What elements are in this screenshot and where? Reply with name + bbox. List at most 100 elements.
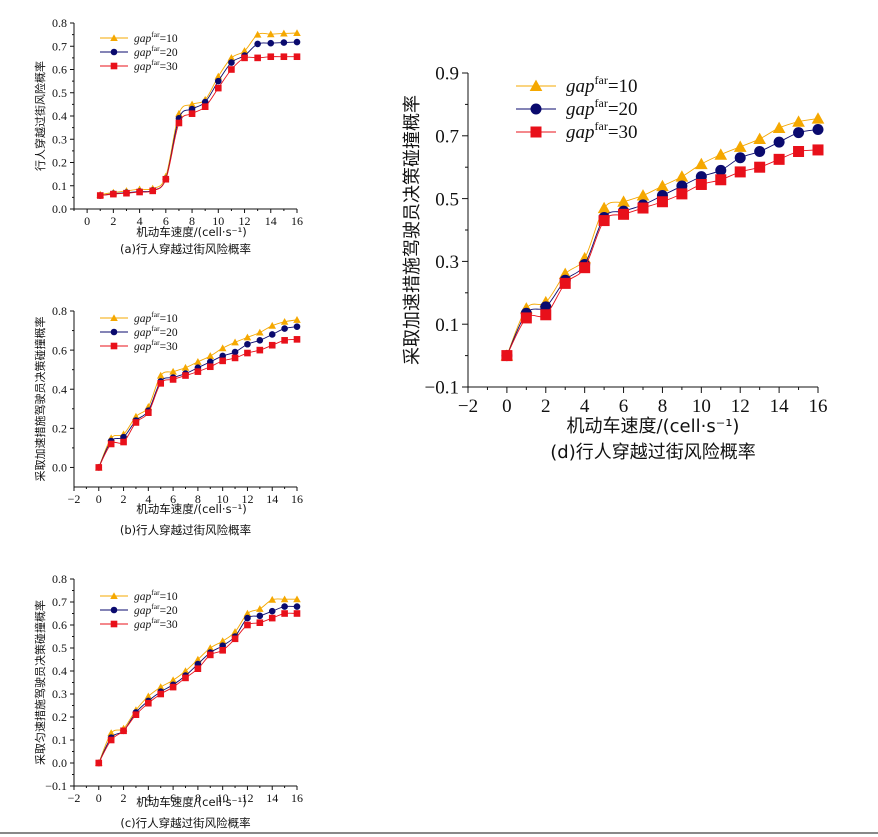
- x-tick-label: 4: [580, 396, 590, 417]
- y-tick-label: 0.1: [435, 315, 459, 336]
- y-tick-label: 0.2: [52, 422, 67, 436]
- data-point-gap30: [293, 610, 301, 617]
- x-tick-label: 12: [239, 214, 251, 228]
- data-point-gap20: [293, 603, 301, 610]
- y-axis-label: 采取匀速措施驾驶员决策碰撞概率: [33, 600, 47, 765]
- data-point-gap30: [169, 376, 177, 383]
- data-point-gap30: [107, 736, 115, 744]
- x-tick-label: 16: [291, 791, 303, 805]
- legend-value-text: =30: [160, 61, 178, 73]
- data-point-gap30: [228, 66, 235, 73]
- legend-sup-text: far: [151, 616, 160, 625]
- data-point-gap10: [156, 683, 165, 691]
- data-point-gap30: [256, 619, 264, 626]
- data-point-gap30: [241, 54, 248, 62]
- legend-gap-text: gap: [134, 47, 152, 59]
- legend-label-gap30: gapfar=30: [566, 119, 638, 143]
- data-point-gap30: [96, 192, 104, 199]
- data-point-gap20: [754, 146, 766, 157]
- x-tick-label: 12: [241, 492, 253, 506]
- data-point-gap10: [243, 609, 252, 617]
- x-tick-label: 14: [770, 396, 790, 417]
- data-point-gap20: [281, 603, 288, 610]
- data-point-gap30: [559, 277, 571, 289]
- legend-marker-gap10: [110, 34, 118, 42]
- data-point-gap30: [280, 53, 288, 61]
- data-point-gap30: [293, 53, 301, 61]
- legend-gap-text: gap: [134, 313, 152, 325]
- data-point-gap20: [228, 59, 235, 66]
- x-tick-label: −2: [458, 396, 478, 417]
- series-line-gap10: [98, 319, 298, 468]
- series-line-gap10: [506, 118, 819, 356]
- x-tick-label: 4: [145, 492, 151, 506]
- data-point-gap30: [773, 153, 785, 165]
- y-tick-label: 0.2: [52, 156, 67, 170]
- data-point-gap30: [695, 178, 707, 190]
- series-line-gap10: [100, 32, 298, 196]
- data-point-gap10: [240, 47, 249, 54]
- y-axis-label: 采取加速措施驾驶员决策碰撞概率: [402, 95, 423, 365]
- legend-label-gap10: gapfar=10: [134, 588, 178, 603]
- data-point-gap10: [268, 595, 277, 603]
- legend-sup-text: far: [151, 588, 160, 597]
- y-tick-label: 0.4: [52, 382, 67, 396]
- data-point-gap30: [231, 635, 239, 643]
- data-point-gap20: [293, 323, 301, 330]
- y-axis-label: 采取加速措施驾驶员决策碰撞概率: [33, 317, 47, 482]
- series-line-gap10: [98, 598, 298, 764]
- data-point-gap30: [268, 341, 276, 349]
- data-point-gap10: [231, 338, 239, 346]
- x-tick-label: 16: [291, 492, 303, 506]
- data-point-gap10: [695, 157, 708, 170]
- legend-value-text: =20: [160, 47, 178, 59]
- y-tick-label: 0.7: [52, 39, 67, 53]
- chart-caption: (a)行人穿越过街风险概率: [120, 242, 251, 256]
- legend-label-gap20: gapfar=20: [134, 324, 178, 339]
- data-point-gap30: [244, 621, 251, 629]
- legend-sup-text: far: [151, 30, 160, 39]
- data-point-gap20: [267, 39, 275, 47]
- data-point-gap30: [120, 727, 127, 735]
- data-point-gap30: [281, 337, 288, 344]
- x-tick-label: 8: [195, 791, 201, 805]
- y-tick-label: 0.1: [52, 733, 67, 747]
- x-tick-label: 2: [121, 492, 127, 506]
- data-point-gap10: [256, 605, 264, 612]
- data-point-gap20: [281, 325, 288, 332]
- data-point-gap20: [734, 152, 746, 164]
- legend-marker-gap30: [110, 62, 118, 70]
- x-axis-label: 机动车速度/(cell·s⁻¹): [136, 225, 246, 239]
- legend-marker-gap30: [110, 620, 118, 628]
- y-tick-label: 0.5: [52, 641, 67, 655]
- legend-sup-text: far: [151, 44, 160, 53]
- legend-sup-text: far: [151, 310, 160, 319]
- data-point-gap30: [715, 174, 727, 186]
- x-tick-label: 6: [170, 791, 176, 805]
- data-point-gap10: [107, 729, 115, 737]
- data-point-gap30: [182, 372, 189, 379]
- y-tick-label: 0.8: [52, 304, 67, 318]
- legend-sup-text: far: [595, 73, 608, 87]
- series-line-gap20: [98, 605, 298, 764]
- x-tick-label: −2: [68, 492, 81, 506]
- series-line-gap20: [98, 326, 298, 468]
- data-point-gap30: [579, 262, 591, 274]
- data-point-gap30: [268, 614, 276, 622]
- data-point-gap30: [206, 651, 214, 659]
- x-tick-label: 2: [541, 396, 551, 417]
- data-point-gap30: [162, 175, 170, 183]
- y-tick-label: 0.0: [52, 202, 67, 216]
- y-tick-label: 0.1: [52, 179, 67, 193]
- x-tick-label: 6: [619, 396, 629, 417]
- data-point-gap10: [753, 132, 766, 144]
- legend-gap-text: gap: [134, 341, 152, 353]
- legend-gap-text: gap: [134, 327, 152, 339]
- data-point-gap10: [811, 112, 825, 124]
- legend-label-gap10: gapfar=10: [134, 310, 178, 325]
- legend-gap-text: gap: [566, 76, 595, 97]
- data-point-gap20: [244, 614, 251, 622]
- data-point-gap10: [266, 30, 275, 38]
- data-point-gap10: [636, 189, 650, 201]
- data-point-gap30: [214, 84, 222, 92]
